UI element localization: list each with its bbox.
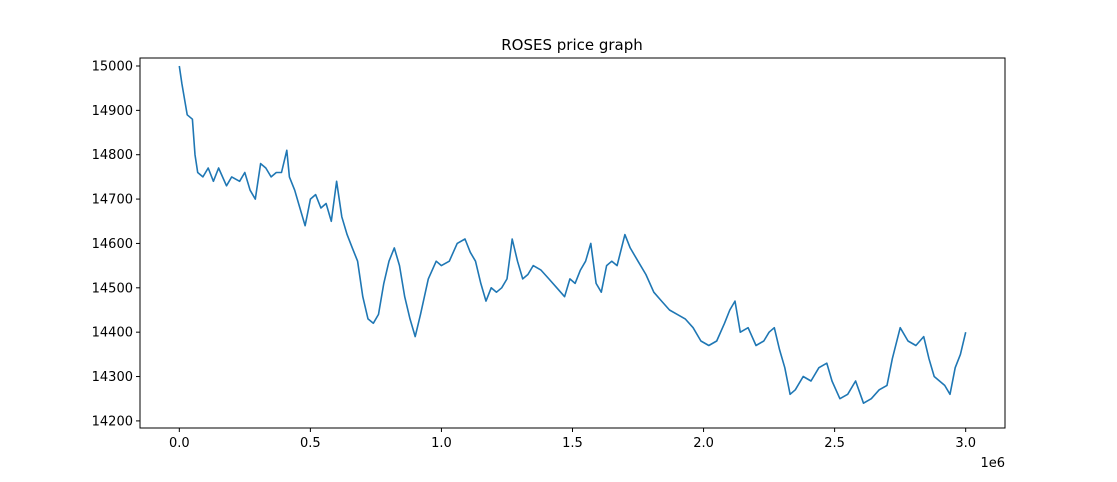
x-tick-label: 0.5 — [300, 436, 321, 451]
plot-frame — [139, 57, 1006, 429]
x-tick-label: 1.5 — [562, 436, 583, 451]
plot-area — [178, 65, 967, 405]
y-tick-label: 14500 — [92, 281, 133, 296]
y-tick-label: 14800 — [92, 148, 133, 163]
x-tick-label: 2.5 — [824, 436, 845, 451]
x-tick-label: 2.0 — [693, 436, 714, 451]
x-axis: 0.0 0.5 1.0 1.5 2.0 2.5 3.0 — [169, 428, 976, 451]
y-tick-label: 14900 — [92, 104, 133, 119]
y-tick-label: 14200 — [92, 414, 133, 429]
y-tick-label: 15000 — [92, 59, 133, 74]
price-series-line — [178, 65, 967, 405]
x-tick-label: 0.0 — [169, 436, 190, 451]
chart-title: ROSES price graph — [501, 36, 643, 54]
y-tick-label: 14700 — [92, 193, 133, 208]
x-tick-label: 3.0 — [955, 436, 976, 451]
y-axis: 14200 14300 14400 14500 14600 14700 14800 14900… — [92, 59, 140, 429]
y-tick-label: 14600 — [92, 237, 133, 252]
x-axis-offset-label: 1e6 — [980, 456, 1005, 471]
y-tick-label: 14300 — [92, 370, 133, 385]
y-tick-label: 14400 — [92, 326, 133, 341]
x-tick-label: 1.0 — [431, 436, 452, 451]
